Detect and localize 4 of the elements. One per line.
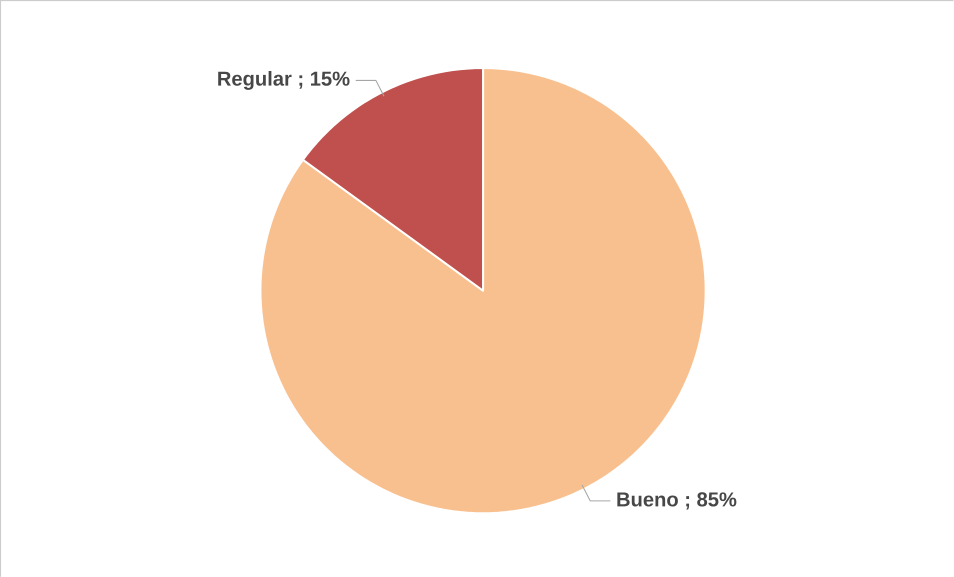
data-label: ; 15% [299,71,350,89]
slice-label: Regular [218,70,292,90]
slice-label: Bueno [617,492,678,506]
data-label: ; 85% [686,492,736,510]
